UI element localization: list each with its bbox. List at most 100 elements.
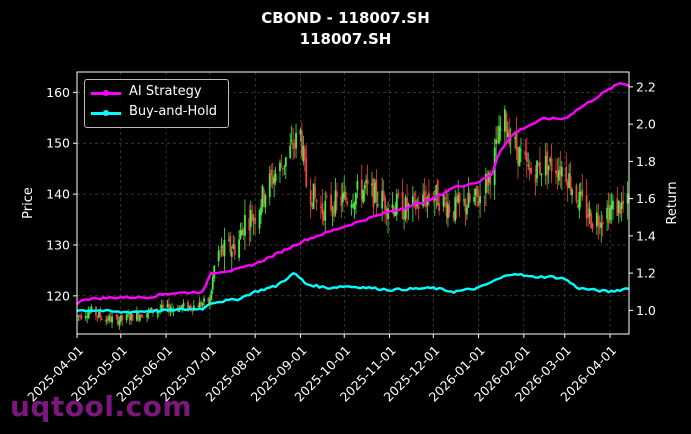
- candle-body: [118, 320, 121, 326]
- candle-body: [452, 211, 455, 219]
- candle-body: [539, 161, 541, 174]
- candle-body: [609, 208, 611, 220]
- candle-body: [454, 196, 457, 221]
- candle-body: [86, 316, 89, 318]
- candle-body: [280, 166, 283, 168]
- candle-body: [371, 183, 373, 186]
- candle-body: [299, 129, 302, 135]
- candle-body: [284, 157, 287, 167]
- candle-body: [495, 139, 498, 145]
- candle-body: [324, 200, 327, 221]
- candle-body: [309, 190, 312, 205]
- series-layer: [76, 82, 630, 314]
- candle-body: [87, 312, 90, 319]
- candle-body: [274, 173, 277, 182]
- candle-body: [80, 315, 83, 319]
- candle-body: [487, 172, 490, 183]
- candle-body: [447, 203, 449, 219]
- candle-body: [292, 142, 295, 149]
- candle-body: [270, 169, 273, 176]
- candle-body: [571, 189, 573, 196]
- candle-body: [477, 200, 480, 206]
- candle-body: [227, 239, 230, 241]
- candle-body: [249, 210, 252, 227]
- candle-body: [610, 205, 613, 209]
- y-tick-label-return: 1.2: [636, 266, 656, 281]
- candle-body: [569, 175, 572, 191]
- candle-body: [305, 158, 308, 187]
- candle-body: [601, 222, 604, 224]
- candle-body: [210, 290, 213, 300]
- candle-body: [555, 170, 557, 174]
- candle-body: [242, 228, 245, 236]
- candle-body: [527, 164, 530, 166]
- candle-body: [612, 200, 614, 210]
- candle-body: [108, 315, 111, 321]
- candle-body: [79, 315, 81, 317]
- candle-body: [343, 191, 346, 198]
- candle-body: [372, 179, 375, 208]
- candle-body: [319, 206, 322, 208]
- candle-body: [98, 311, 100, 318]
- candle-body: [282, 167, 284, 170]
- candle-body: [264, 195, 267, 208]
- candle-body: [540, 173, 543, 176]
- candle-body: [293, 145, 296, 146]
- candle-body: [559, 166, 562, 176]
- candle-body: [289, 145, 292, 158]
- candle-body: [576, 205, 579, 208]
- candle-body: [160, 304, 163, 310]
- legend-label-buy-and-hold: Buy-and-Hold: [129, 104, 218, 119]
- candle-body: [422, 194, 424, 207]
- axis-layer: 2025-04-012025-05-012025-06-012025-07-01…: [24, 79, 656, 404]
- candle-body: [208, 298, 211, 304]
- candle-body: [350, 204, 353, 208]
- candle-body: [169, 309, 172, 312]
- candle-body: [179, 305, 182, 308]
- candle-body: [135, 311, 138, 321]
- candle-body: [556, 171, 559, 178]
- candle-body: [312, 183, 315, 209]
- candle-body: [302, 146, 305, 162]
- candle-body: [442, 195, 445, 207]
- candle-body: [356, 180, 359, 190]
- candle-body: [248, 218, 251, 231]
- candle-body: [344, 191, 347, 200]
- y-tick-label-return: 1.4: [636, 228, 656, 243]
- candle-body: [182, 302, 185, 307]
- legend-label-ai-strategy: AI Strategy: [129, 84, 202, 99]
- candle-body: [333, 206, 335, 217]
- y-tick-label-return: 1.8: [636, 154, 656, 169]
- candle-body: [241, 230, 243, 236]
- candle-body: [547, 165, 550, 170]
- candle-body: [528, 168, 531, 172]
- y-tick-label-price: 130: [46, 237, 70, 252]
- candle-body: [140, 314, 143, 318]
- candle-body: [438, 202, 441, 211]
- candle-body: [363, 184, 366, 189]
- candle-body: [607, 205, 610, 223]
- candle-body: [260, 207, 262, 216]
- candle-body: [597, 216, 600, 225]
- candle-body: [229, 235, 232, 253]
- candle-body: [315, 199, 318, 203]
- candle-body: [131, 314, 134, 321]
- candle-body: [476, 185, 479, 198]
- candle-body: [433, 197, 436, 201]
- candle-body: [397, 192, 400, 197]
- candle-body: [311, 202, 314, 207]
- candle-body: [506, 132, 509, 138]
- candle-body: [251, 214, 254, 221]
- candle-body: [336, 191, 338, 198]
- candle-body: [166, 303, 169, 308]
- candle-body: [273, 177, 276, 184]
- series-line-buy-and-hold: [76, 272, 630, 314]
- candle-body: [435, 185, 438, 196]
- candle-body: [303, 148, 306, 160]
- candle-body: [508, 129, 511, 145]
- candle-body: [484, 173, 487, 194]
- candle-body: [600, 222, 603, 228]
- candle-body: [549, 158, 552, 162]
- chart-title-line1: CBOND - 118007.SH: [261, 9, 430, 27]
- y-tick-label-return: 2.0: [636, 117, 656, 132]
